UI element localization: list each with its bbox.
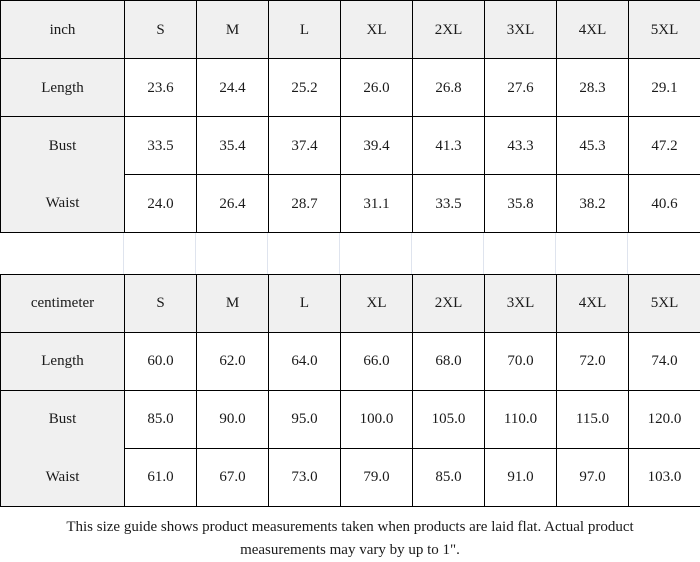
measure-cell: 73.0 <box>268 447 341 507</box>
measure-cell: 72.0 <box>556 331 629 391</box>
size-header-4xl: 4XL <box>556 0 629 59</box>
measure-cell: 26.4 <box>196 174 269 233</box>
size-header-xl: XL <box>340 0 413 59</box>
size-header-m: M <box>196 273 269 333</box>
measure-cell: 45.3 <box>556 116 629 175</box>
measure-cell: 35.8 <box>484 174 557 233</box>
table-spacer <box>0 233 700 274</box>
spacer-label-cell <box>0 233 124 274</box>
spacer-cell <box>484 233 556 274</box>
measure-cell: 35.4 <box>196 116 269 175</box>
size-table-centimeter: centimeter S M L XL 2XL 3XL 4XL 5XL Leng… <box>0 273 700 507</box>
spacer-cell <box>628 233 700 274</box>
measure-cell: 28.7 <box>268 174 341 233</box>
spacer-cell <box>196 233 268 274</box>
measure-cell: 91.0 <box>484 447 557 507</box>
measure-cell: 95.0 <box>268 389 341 449</box>
measure-cell: 110.0 <box>484 389 557 449</box>
measure-cell: 60.0 <box>124 331 197 391</box>
measure-cell: 74.0 <box>628 331 700 391</box>
unit-label-inch: inch <box>0 0 125 59</box>
measure-cell: 62.0 <box>196 331 269 391</box>
measure-cell: 37.4 <box>268 116 341 175</box>
measure-cell: 29.1 <box>628 58 700 117</box>
table-row: Bust 85.0 90.0 95.0 100.0 105.0 110.0 11… <box>0 389 700 449</box>
measure-label-length: Length <box>0 58 125 117</box>
measure-cell: 97.0 <box>556 447 629 507</box>
measure-cell: 31.1 <box>340 174 413 233</box>
measure-cell: 120.0 <box>628 389 700 449</box>
size-header-m: M <box>196 0 269 59</box>
measure-cell: 24.4 <box>196 58 269 117</box>
measure-label-bust: Bust <box>0 389 125 448</box>
measure-cell: 85.0 <box>124 389 197 449</box>
measure-cell: 39.4 <box>340 116 413 175</box>
size-header-3xl: 3XL <box>484 273 557 333</box>
measure-cell: 40.6 <box>628 174 700 233</box>
measure-cell: 25.2 <box>268 58 341 117</box>
measure-cell: 70.0 <box>484 331 557 391</box>
size-header-xl: XL <box>340 273 413 333</box>
spacer-cell <box>340 233 412 274</box>
table-row: Length 23.6 24.4 25.2 26.0 26.8 27.6 28.… <box>0 58 700 117</box>
measure-cell: 33.5 <box>124 116 197 175</box>
measure-cell: 67.0 <box>196 447 269 507</box>
spacer-cell <box>412 233 484 274</box>
measure-label-waist: Waist <box>0 448 125 507</box>
measure-cell: 64.0 <box>268 331 341 391</box>
measure-cell: 68.0 <box>412 331 485 391</box>
measure-cell: 41.3 <box>412 116 485 175</box>
measure-label-bust: Bust <box>0 116 125 175</box>
table-row: Waist 24.0 26.4 28.7 31.1 33.5 35.8 38.2… <box>0 174 700 233</box>
size-header-5xl: 5XL <box>628 0 700 59</box>
measure-cell: 61.0 <box>124 447 197 507</box>
size-guide-disclaimer: This size guide shows product measuremen… <box>0 506 700 562</box>
size-header-s: S <box>124 0 197 59</box>
table-header-row: inch S M L XL 2XL 3XL 4XL 5XL <box>0 0 700 59</box>
measure-cell: 100.0 <box>340 389 413 449</box>
size-header-l: L <box>268 0 341 59</box>
measure-cell: 115.0 <box>556 389 629 449</box>
measure-cell: 79.0 <box>340 447 413 507</box>
measure-cell: 28.3 <box>556 58 629 117</box>
measure-label-length: Length <box>0 331 125 391</box>
measure-label-waist: Waist <box>0 174 125 233</box>
measure-cell: 26.8 <box>412 58 485 117</box>
measure-cell: 24.0 <box>124 174 197 233</box>
size-table-inch: inch S M L XL 2XL 3XL 4XL 5XL Length 23.… <box>0 0 700 233</box>
size-header-4xl: 4XL <box>556 273 629 333</box>
size-header-2xl: 2XL <box>412 0 485 59</box>
size-header-3xl: 3XL <box>484 0 557 59</box>
measure-cell: 23.6 <box>124 58 197 117</box>
table-row: Bust 33.5 35.4 37.4 39.4 41.3 43.3 45.3 … <box>0 116 700 175</box>
spacer-cell <box>268 233 340 274</box>
measure-cell: 27.6 <box>484 58 557 117</box>
measure-cell: 90.0 <box>196 389 269 449</box>
size-header-s: S <box>124 273 197 333</box>
measure-cell: 47.2 <box>628 116 700 175</box>
measure-cell: 85.0 <box>412 447 485 507</box>
size-header-2xl: 2XL <box>412 273 485 333</box>
table-row: Waist 61.0 67.0 73.0 79.0 85.0 91.0 97.0… <box>0 447 700 507</box>
size-header-l: L <box>268 273 341 333</box>
spacer-cell <box>556 233 628 274</box>
measure-cell: 26.0 <box>340 58 413 117</box>
unit-label-centimeter: centimeter <box>0 273 125 333</box>
measure-cell: 33.5 <box>412 174 485 233</box>
measure-cell: 105.0 <box>412 389 485 449</box>
spacer-cell <box>124 233 196 274</box>
measure-cell: 103.0 <box>628 447 700 507</box>
table-header-row: centimeter S M L XL 2XL 3XL 4XL 5XL <box>0 273 700 333</box>
measure-cell: 38.2 <box>556 174 629 233</box>
size-header-5xl: 5XL <box>628 273 700 333</box>
measure-cell: 66.0 <box>340 331 413 391</box>
measure-cell: 43.3 <box>484 116 557 175</box>
table-row: Length 60.0 62.0 64.0 66.0 68.0 70.0 72.… <box>0 331 700 391</box>
